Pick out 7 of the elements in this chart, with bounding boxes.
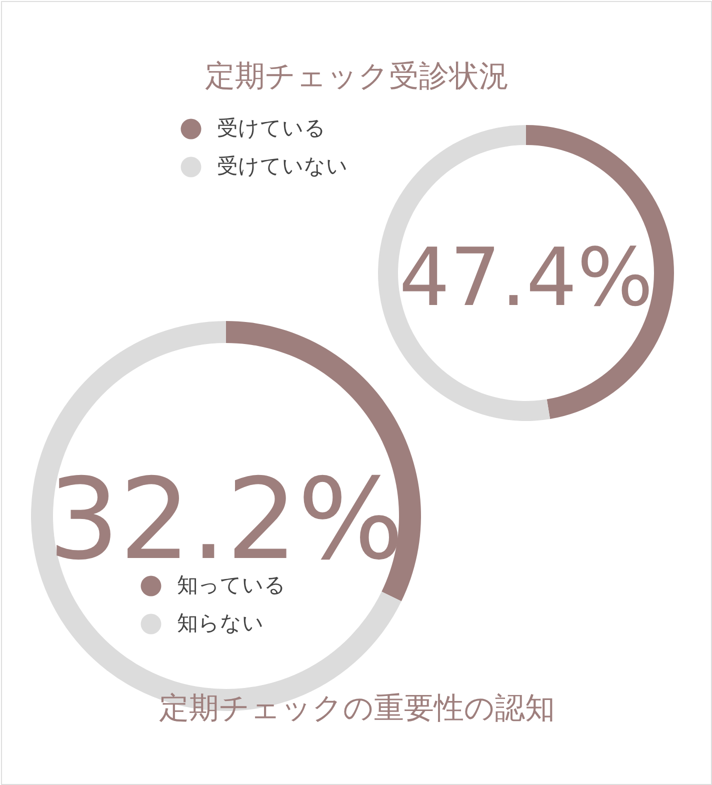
data-label: 47.4% — [398, 231, 654, 324]
chart-title: 定期チェック受診状況 — [205, 59, 509, 94]
legend-label: 受けていない — [217, 154, 348, 178]
legend-label: 知らない — [177, 611, 264, 635]
legend-label: 受けている — [217, 116, 326, 140]
text: 定期チェックの重要性の認知 — [159, 691, 555, 726]
legend-label: 知っている — [177, 573, 286, 597]
